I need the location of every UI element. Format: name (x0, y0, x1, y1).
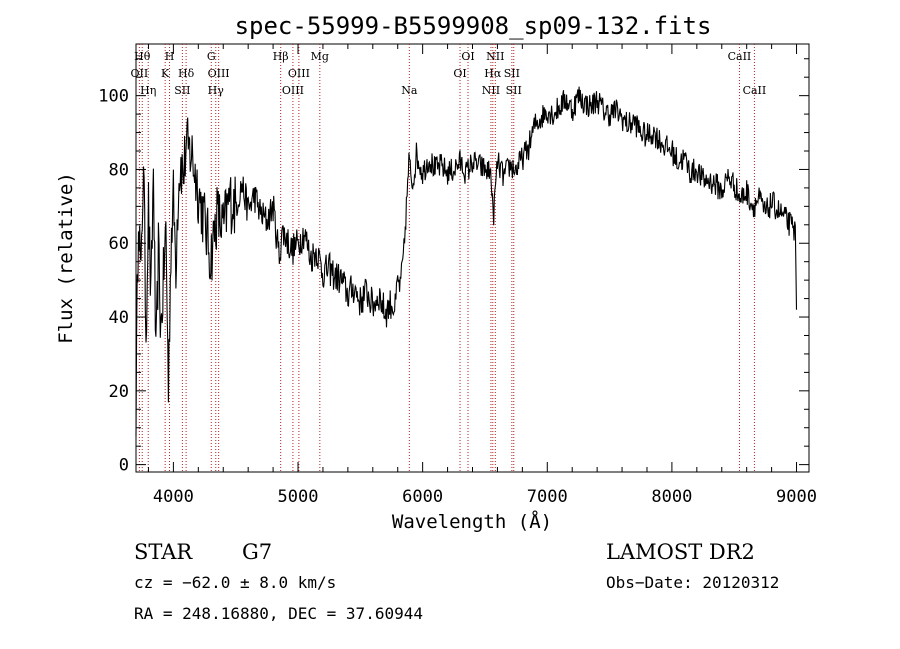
coordinates: RA = 248.16880, DEC = 37.60944 (134, 604, 423, 623)
line-marker-label: SII (506, 84, 522, 97)
cz-value: cz = −62.0 ± 8.0 km/s (134, 573, 336, 592)
line-markers (138, 44, 755, 472)
line-marker-label: OII (131, 67, 149, 80)
plot-area: OIIHθHηKHSIIHδGHγOIIIHβOIIIOIIIMgNaOIOIN… (98, 43, 817, 507)
line-marker-label: OI (453, 67, 466, 80)
line-marker-label: OIII (288, 67, 310, 80)
line-marker-label: NII (482, 84, 500, 97)
line-marker-label: Hα (484, 67, 502, 80)
line-marker-label: Hη (140, 84, 156, 97)
line-marker-label: SII (504, 67, 520, 80)
y-axis-label: Flux (relative) (55, 172, 77, 344)
x-tick-label: 4000 (153, 487, 194, 507)
line-marker-label: NII (486, 50, 504, 63)
x-tick-label: 7000 (527, 487, 568, 507)
line-marker-label: OI (461, 50, 474, 63)
line-marker-label: Hδ (178, 67, 195, 80)
line-marker-label: Hγ (208, 84, 225, 97)
line-marker-label: CaII (728, 50, 752, 63)
observation-date: Obs−Date: 20120312 (606, 573, 779, 592)
object-class: STAR (134, 540, 193, 564)
line-marker-label: SII (174, 84, 190, 97)
spectrum-line (135, 86, 798, 437)
line-marker-label: Hθ (134, 50, 151, 63)
object-subclass: G7 (242, 540, 272, 564)
line-marker-label: K (161, 67, 170, 80)
y-tick-label: 100 (98, 87, 129, 107)
y-tick-label: 60 (109, 234, 129, 254)
line-marker-label: CaII (743, 84, 767, 97)
x-tick-label: 8000 (651, 487, 692, 507)
line-marker-label: Mg (311, 50, 329, 63)
line-marker-label: OIII (282, 84, 304, 97)
line-marker-labels: OIIHθHηKHSIIHδGHγOIIIHβOIIIOIIIMgNaOIOIN… (131, 50, 767, 97)
x-tick-label: 6000 (402, 487, 443, 507)
plot-frame (135, 43, 810, 473)
y-tick-label: 0 (119, 456, 129, 476)
chart-title: spec-55999-B5599908_sp09-132.fits (235, 12, 712, 40)
line-marker-label: G (207, 50, 216, 63)
line-marker-label: H (165, 50, 175, 63)
x-tick-label: 9000 (776, 487, 817, 507)
y-tick-label: 40 (109, 308, 129, 328)
y-tick-label: 20 (109, 382, 129, 402)
x-tick-label: 5000 (278, 487, 319, 507)
line-marker-label: Hβ (273, 50, 289, 63)
y-axis-ticks: 0 20 40 60 80 100 (98, 58, 809, 476)
x-axis-label: Wavelength (Å) (392, 510, 552, 533)
line-marker-label: OIII (208, 67, 230, 80)
spectrum-series (135, 86, 798, 437)
y-tick-label: 80 (109, 160, 129, 180)
line-marker-label: Na (401, 84, 418, 97)
survey-name: LAMOST DR2 (606, 540, 755, 564)
x-axis-ticks: 4000 5000 6000 7000 8000 9000 (147, 44, 817, 507)
